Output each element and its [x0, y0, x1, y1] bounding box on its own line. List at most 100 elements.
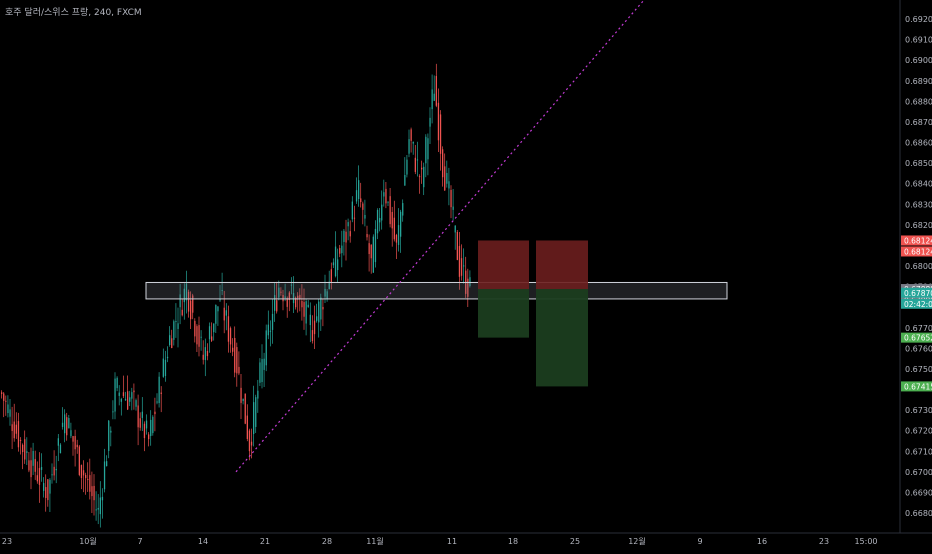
candle-body	[135, 400, 137, 407]
x-tick-label: 10월	[79, 536, 97, 546]
candle	[416, 141, 419, 177]
candle-body	[265, 330, 267, 366]
candle-body	[316, 316, 318, 321]
candle	[124, 391, 127, 401]
candle	[158, 372, 160, 408]
candle	[328, 270, 330, 290]
candle	[145, 414, 148, 435]
candle-body	[152, 416, 154, 434]
y-tick-label: 0.66800	[905, 509, 932, 518]
candle-body	[206, 350, 209, 357]
candle	[160, 386, 162, 413]
candle	[395, 233, 398, 259]
candle	[444, 153, 446, 191]
candle	[332, 258, 335, 268]
candle-body	[311, 330, 314, 342]
candle-body	[45, 487, 47, 499]
price-label: 0.67652	[901, 332, 932, 343]
candle-body	[93, 485, 95, 501]
candle	[351, 196, 353, 223]
candle-body	[122, 392, 125, 397]
price-label: 0.68124	[901, 235, 932, 246]
x-tick-label: 7	[137, 537, 142, 546]
candle	[343, 228, 345, 256]
candle-body	[267, 324, 269, 336]
candle-body	[347, 222, 349, 227]
candle-body	[101, 496, 104, 501]
candle	[187, 289, 190, 318]
candle	[202, 340, 204, 365]
candle	[391, 206, 393, 247]
candle-body	[278, 287, 280, 298]
candle-body	[238, 366, 240, 374]
candle	[250, 428, 253, 459]
candle	[322, 298, 324, 327]
candle	[215, 304, 217, 333]
candle	[30, 447, 32, 490]
candle	[297, 292, 299, 313]
candle	[99, 481, 101, 528]
candle	[114, 372, 116, 420]
candle-body	[74, 436, 76, 450]
candle	[389, 187, 391, 228]
candle-body	[78, 446, 80, 475]
candle-body	[276, 300, 278, 312]
candle	[345, 219, 347, 261]
candle-body	[259, 362, 261, 383]
candle	[400, 209, 402, 253]
candle-body	[202, 354, 204, 360]
candle	[7, 395, 9, 418]
candle-body	[324, 288, 326, 297]
candle	[326, 289, 328, 302]
candle-body	[423, 166, 425, 188]
candle	[204, 338, 206, 377]
candle-body	[263, 358, 265, 370]
price-label: 02:42:08	[901, 298, 932, 309]
candle-body	[400, 211, 402, 237]
candle	[112, 400, 114, 420]
candle	[276, 281, 278, 314]
candle-body	[385, 188, 387, 204]
candle	[166, 346, 169, 363]
candle	[181, 298, 183, 317]
candle-body	[341, 245, 343, 254]
candle	[418, 174, 421, 194]
candle	[141, 397, 143, 432]
candle-body	[358, 180, 360, 199]
candle-body	[227, 316, 230, 342]
candle-body	[114, 378, 116, 412]
candle	[91, 471, 93, 514]
candle-body	[57, 438, 59, 446]
candle-body	[435, 76, 437, 106]
candle	[236, 342, 238, 387]
candle-body	[129, 397, 131, 402]
candle-body	[381, 204, 383, 221]
price-label-bg	[901, 235, 932, 246]
candle-body	[208, 326, 211, 340]
candle	[110, 426, 112, 447]
candle	[47, 479, 49, 507]
candle-body	[22, 444, 24, 453]
candle	[299, 288, 301, 312]
candle-body	[309, 314, 311, 326]
candle-body	[145, 420, 148, 429]
candle-body	[183, 288, 185, 303]
candle	[339, 244, 341, 258]
x-tick-label: 16	[757, 537, 767, 546]
candle	[437, 88, 440, 153]
candle	[450, 185, 452, 219]
candle-body	[458, 246, 461, 277]
candle-body	[301, 300, 303, 308]
candle	[358, 165, 360, 207]
candle	[196, 324, 198, 353]
candle	[435, 63, 437, 108]
candle	[370, 244, 372, 274]
candle	[32, 442, 34, 476]
candle-body	[467, 278, 469, 297]
